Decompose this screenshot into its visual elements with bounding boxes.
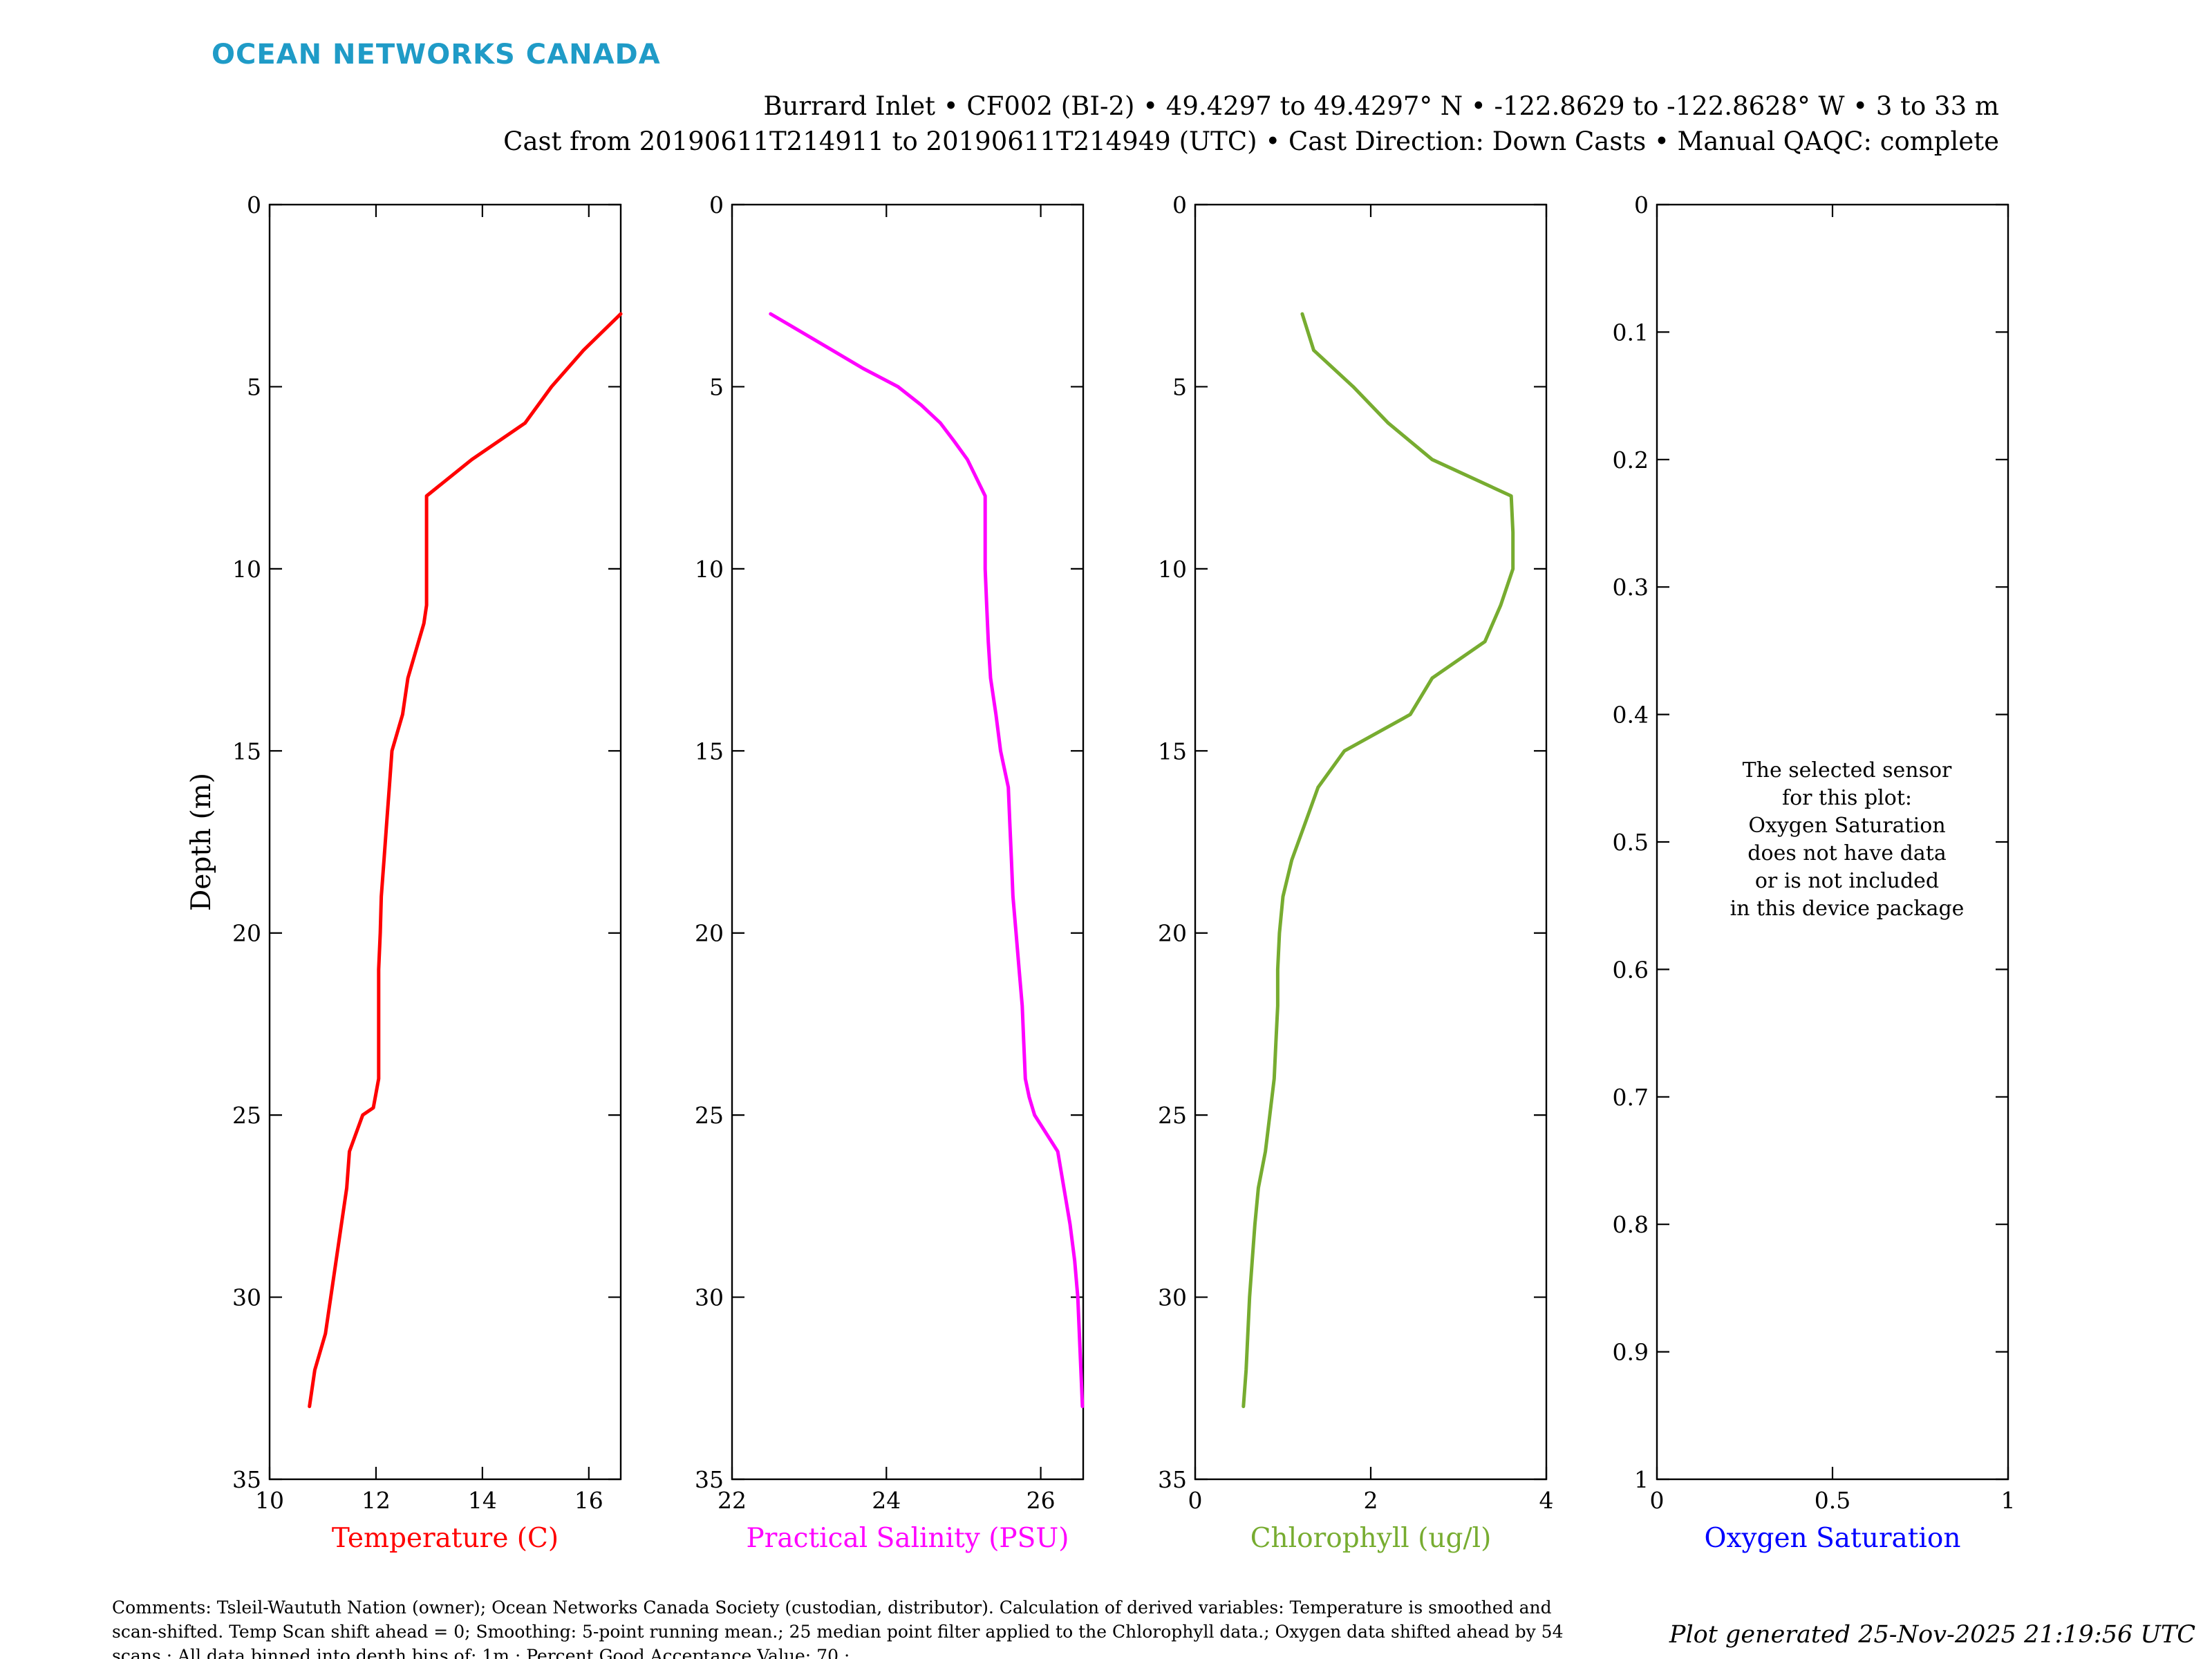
oxygen-ytick-label: 0: [1634, 191, 1649, 218]
oxygen-ytick-label: 1: [1634, 1466, 1649, 1493]
salinity-ytick-label: 25: [695, 1102, 724, 1129]
oxygen-ytick-label: 0.6: [1613, 956, 1649, 983]
salinity-axes-frame: [731, 203, 1085, 1481]
oxygen-message-line-3: Oxygen Saturation: [1748, 814, 1945, 838]
temperature-xtick-label: 16: [574, 1487, 603, 1514]
comments-line-1: Comments: Tsleil-Waututh Nation (owner);…: [112, 1597, 1552, 1618]
oxygen-ytick-label: 0.2: [1613, 447, 1649, 474]
temperature-series-line: [308, 312, 623, 1409]
salinity-xaxis-label: Practical Salinity (PSU): [747, 1523, 1069, 1554]
temperature-ytick-label: 10: [232, 556, 261, 583]
salinity-ytick-label: 5: [709, 373, 724, 400]
oxygen-message-line-2: for this plot:: [1782, 786, 1912, 810]
comments-line-3: scans.; All data binned into depth bins …: [112, 1646, 850, 1659]
chlorophyll-ytick-label: 10: [1158, 556, 1187, 583]
salinity-series-line: [769, 312, 1085, 1409]
temperature-ytick-label: 35: [232, 1466, 261, 1493]
temperature-ytick-label: 20: [232, 920, 261, 947]
oxygen-panel: 00.10.20.30.40.50.60.70.80.910 0.5 1Oxygen…: [1613, 191, 2016, 1554]
oxygen-message-line-5: or is not included: [1755, 869, 1939, 893]
plot-generated-timestamp: Plot generated 25-Nov-2025 21:19:56 UTC: [1669, 1621, 2195, 1649]
oxygen-ytick-label: 0.3: [1613, 574, 1649, 601]
oxygen-ytick-label: 0.1: [1613, 319, 1649, 346]
temperature-xtick-label: 14: [468, 1487, 497, 1514]
oxygen-xaxis-label: Oxygen Saturation: [1705, 1523, 1961, 1554]
chlorophyll-ytick-label: 30: [1158, 1284, 1187, 1311]
oxygen-xtick-label: 0: [1650, 1487, 1665, 1514]
chart-title-line-1: Burrard Inlet • CF002 (BI-2) • 49.4297 t…: [763, 91, 1999, 121]
temperature-ytick-label: 5: [247, 373, 261, 400]
salinity-ytick-label: 0: [709, 191, 724, 218]
salinity-ytick-label: 20: [695, 920, 724, 947]
chlorophyll-series-line: [1241, 312, 1515, 1409]
temperature-ytick-label: 15: [232, 738, 261, 765]
salinity-ytick-label: 10: [695, 556, 724, 583]
chlorophyll-ytick-label: 25: [1158, 1102, 1187, 1129]
salinity-xtick-label: 24: [872, 1487, 901, 1514]
temperature-xtick-label: 10: [255, 1487, 284, 1514]
temperature-ytick-label: 0: [247, 191, 261, 218]
temperature-axes-frame: [268, 203, 622, 1481]
chlorophyll-ytick-label: 0: [1172, 191, 1187, 218]
chlorophyll-ytick-label: 15: [1158, 738, 1187, 765]
chlorophyll-ytick-label: 5: [1172, 373, 1187, 400]
salinity-xtick-label: 22: [718, 1487, 747, 1514]
oxygen-ytick-label: 0.5: [1613, 829, 1649, 856]
chlorophyll-xaxis-label: Chlorophyll (ug/l): [1250, 1523, 1492, 1554]
temperature-ytick-label: 30: [232, 1284, 261, 1311]
chlorophyll-ytick-label: 20: [1158, 920, 1187, 947]
oxygen-ytick-label: 0.7: [1613, 1084, 1649, 1111]
temperature-xtick-label: 12: [362, 1487, 391, 1514]
oxygen-ytick-label: 0.8: [1613, 1211, 1649, 1238]
temperature-yaxis-label: Depth (m): [186, 773, 217, 911]
chlorophyll-xtick-label: 2: [1364, 1487, 1378, 1514]
oxygen-ytick-label: 0.9: [1613, 1339, 1649, 1366]
oxygen-message-line-4: does not have data: [1747, 841, 1947, 865]
salinity-xtick-label: 26: [1027, 1487, 1056, 1514]
chlorophyll-ytick-label: 35: [1158, 1466, 1187, 1493]
salinity-ytick-label: 15: [695, 738, 724, 765]
oxygen-xtick-label: 0.5: [1815, 1487, 1850, 1514]
temperature-xaxis-label: Temperature (C): [332, 1523, 559, 1554]
salinity-ytick-label: 35: [695, 1466, 724, 1493]
chlorophyll-axes-frame: [1194, 203, 1548, 1481]
oxygen-xtick-label: 1: [2001, 1487, 2016, 1514]
chlorophyll-xtick-label: 0: [1188, 1487, 1203, 1514]
temperature-ytick-label: 25: [232, 1102, 261, 1129]
comments-line-2: scan-shifted. Temp Scan shift ahead = 0;…: [112, 1622, 1564, 1642]
oxygen-message-line-6: in this device package: [1730, 897, 1965, 921]
brand-logo-text: OCEAN NETWORKS CANADA: [212, 39, 661, 71]
chart-title-line-2: Cast from 20190611T214911 to 20190611T21…: [503, 126, 1999, 156]
chlorophyll-xtick-label: 4: [1539, 1487, 1554, 1514]
oxygen-message-line-1: The selected sensor: [1743, 758, 1952, 782]
salinity-ytick-label: 30: [695, 1284, 724, 1311]
oxygen-ytick-label: 0.4: [1613, 702, 1649, 729]
